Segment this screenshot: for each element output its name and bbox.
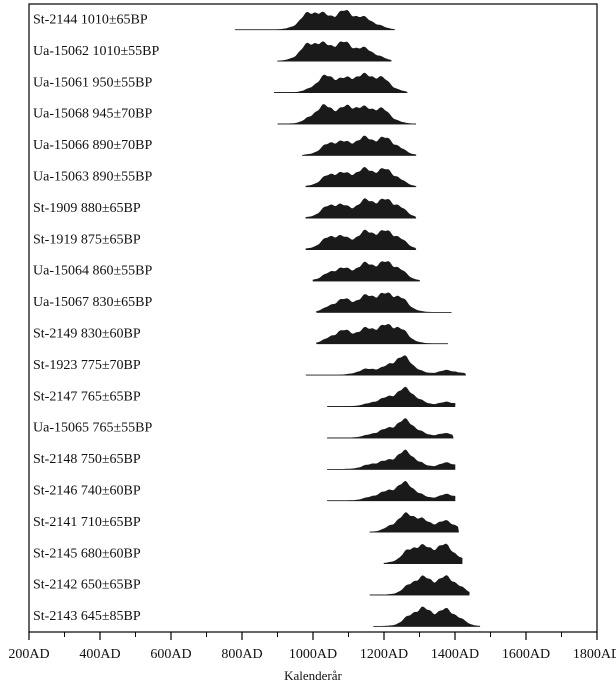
x-tick-label: 1400AD <box>431 647 479 662</box>
sample-label: St-1923 775±70BP <box>33 358 141 373</box>
sample-label: St-2145 680±60BP <box>33 546 141 561</box>
sample-label: St-2147 765±65BP <box>33 389 141 404</box>
sample-label: St-2146 740±60BP <box>33 483 141 498</box>
distribution-St-1909 <box>305 198 417 219</box>
x-tick-label: 600AD <box>150 647 191 662</box>
sample-label: St-2143 645±85BP <box>33 609 141 624</box>
sample-label: St-2144 1010±65BP <box>33 12 148 27</box>
sample-label: Ua-15063 890±55BP <box>33 169 153 184</box>
distribution-Ua-15064 <box>312 261 420 282</box>
distribution-St-2143 <box>373 606 481 627</box>
distribution-St-2147 <box>327 386 456 407</box>
x-tick-label: 1800AD <box>573 647 616 662</box>
sample-label: Ua-15067 830±65BP <box>33 295 153 310</box>
distribution-St-1923 <box>305 355 467 376</box>
sample-labels: St-2144 1010±65BP Ua-15062 1010±55BP Ua-15… <box>33 12 160 624</box>
x-axis-title: Kalenderår <box>284 668 342 683</box>
distribution-St-2141 <box>369 512 459 533</box>
plot-frame <box>28 3 598 633</box>
distribution-Ua-15061 <box>274 72 409 93</box>
distribution-St-2146 <box>327 480 456 501</box>
distribution-Ua-15067 <box>316 292 452 313</box>
sample-label: Ua-15064 860±55BP <box>33 264 153 279</box>
sample-label: Ua-15068 945±70BP <box>33 107 153 122</box>
sample-label: Ua-15065 765±55BP <box>33 421 153 436</box>
distribution-St-2148 <box>327 449 456 470</box>
x-tick-label: 1600AD <box>502 647 550 662</box>
sample-label: St-2149 830±60BP <box>33 326 141 341</box>
x-tick-label: 800AD <box>221 647 262 662</box>
sample-label: St-2141 710±65BP <box>33 515 141 530</box>
distribution-St-2144 <box>234 9 395 30</box>
sample-label: St-2148 750±65BP <box>33 452 141 467</box>
sample-label: Ua-15061 950±55BP <box>33 75 153 90</box>
distribution-St-1919 <box>305 229 417 250</box>
x-tick-label: 1000AD <box>289 647 337 662</box>
distribution-Ua-15063 <box>305 166 417 187</box>
distribution-Ua-15065 <box>327 418 454 439</box>
sample-label: St-1909 880±65BP <box>33 201 141 216</box>
sample-label: Ua-15066 890±70BP <box>33 138 153 153</box>
sample-label: Ua-15062 1010±55BP <box>33 44 160 59</box>
x-tick-label: 400AD <box>79 647 120 662</box>
distribution-St-2149 <box>316 323 448 344</box>
x-tick-label: 200AD <box>8 647 49 662</box>
calibrated-distributions <box>234 9 481 627</box>
x-tick-label: 1200AD <box>360 647 408 662</box>
x-axis: 200AD 400AD 600AD 800AD 1000AD 1200AD 1400AD 16… <box>8 632 616 662</box>
distribution-St-2142 <box>369 575 470 596</box>
sample-label: St-2142 650±65BP <box>33 578 141 593</box>
distribution-St-2145 <box>383 543 463 564</box>
distribution-Ua-15068 <box>277 104 416 125</box>
sample-label: St-1919 875±65BP <box>33 232 141 247</box>
distribution-Ua-15066 <box>302 135 417 156</box>
distribution-Ua-15062 <box>277 41 392 62</box>
